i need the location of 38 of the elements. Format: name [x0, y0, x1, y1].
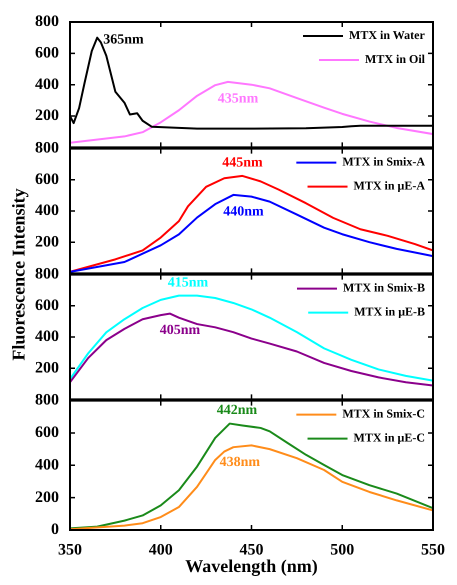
legend-label: MTX in Smix-B — [342, 280, 426, 295]
y-tick-label: 800 — [35, 266, 59, 283]
annotation: 415nm — [168, 275, 209, 290]
y-tick-label: 200 — [35, 233, 59, 250]
annotation: 438nm — [220, 455, 260, 470]
legend-label: MTX in μE-B — [354, 304, 425, 319]
y-tick-label: 400 — [35, 76, 59, 93]
y-tick-label: 800 — [35, 140, 59, 157]
annotation: 365nm — [103, 32, 144, 48]
y-tick-label: 800 — [35, 392, 59, 409]
legend-label: MTX in Oil — [364, 52, 426, 66]
y-tick-label: 200 — [35, 107, 59, 124]
y-tick-label: 600 — [35, 170, 59, 188]
y-tick-label: 0 — [51, 521, 59, 538]
y-tick-label: 400 — [35, 202, 59, 220]
legend-label: MTX in Smix-A — [342, 154, 426, 169]
y-axis-title: Fluorescence Intensity — [8, 188, 30, 360]
annotation: 440nm — [223, 204, 264, 220]
legend-label: MTX in Water — [349, 28, 426, 42]
x-tick-label: 500 — [330, 542, 354, 559]
annotation: 435nm — [218, 91, 259, 106]
y-tick-label: 600 — [35, 296, 59, 314]
x-tick-label: 400 — [148, 542, 173, 559]
legend-label: MTX in Smix-C — [342, 406, 425, 421]
y-tick-label: 600 — [35, 424, 59, 442]
y-tick-label: 200 — [35, 488, 59, 506]
legend-label: MTX in μE-A — [354, 178, 426, 193]
x-tick-label: 550 — [421, 542, 445, 559]
x-tick-label: 350 — [58, 542, 82, 559]
y-tick-label: 400 — [35, 456, 59, 474]
y-tick-label: 200 — [35, 359, 59, 376]
annotation: 445nm — [222, 156, 263, 171]
y-tick-label: 400 — [35, 328, 59, 346]
annotation: 442nm — [216, 403, 258, 418]
annotation: 405nm — [160, 323, 200, 338]
y-tick-label: 800 — [35, 13, 59, 30]
legend-label: MTX in μE-C — [354, 430, 426, 445]
y-tick-label: 600 — [35, 44, 59, 62]
